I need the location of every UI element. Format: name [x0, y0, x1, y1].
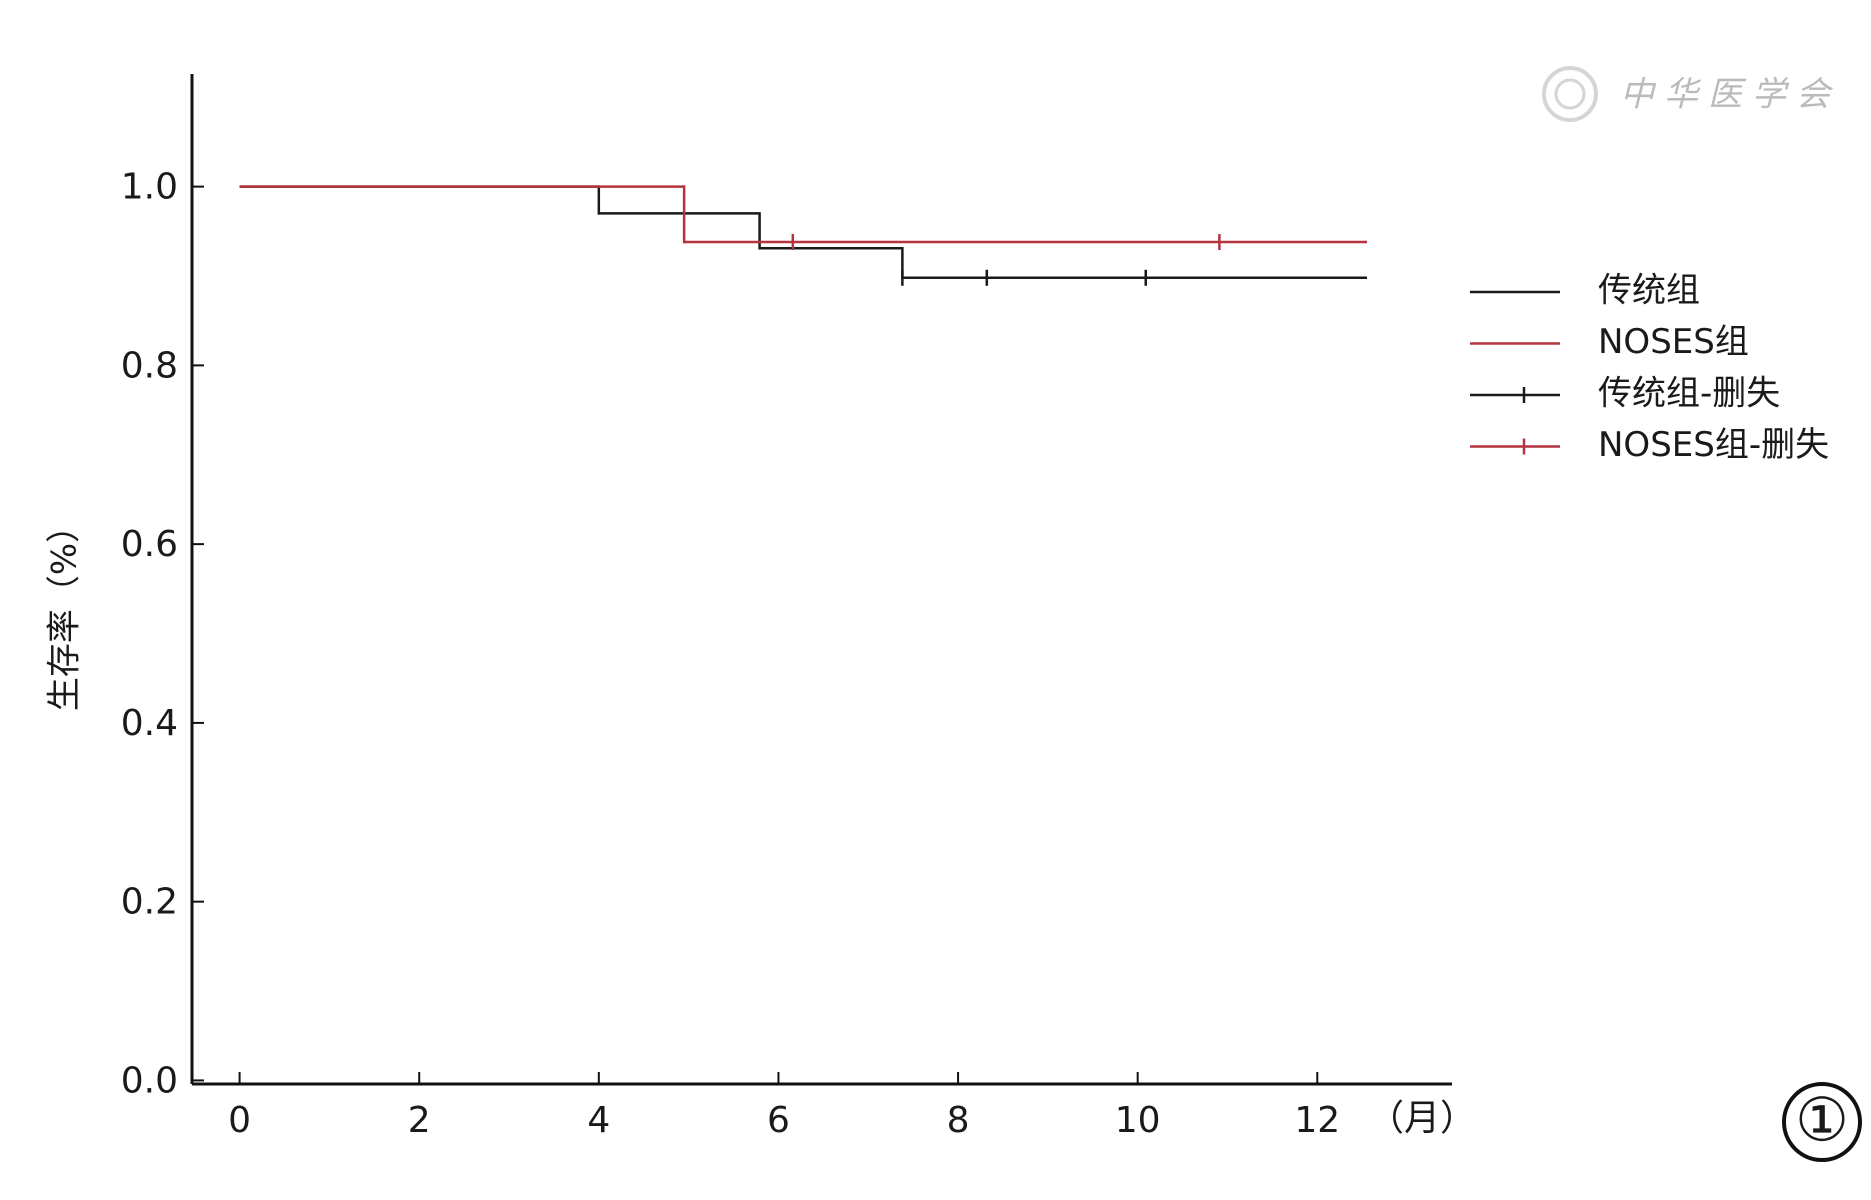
- watermark: 中华医学会: [1620, 75, 1840, 115]
- x-tick-label: 4: [587, 1100, 610, 1141]
- y-axis-label: 生存率（%）: [45, 509, 85, 711]
- x-tick-label: 0: [228, 1100, 251, 1141]
- y-tick-label: 0.6: [121, 524, 178, 565]
- legend-label: 传统组-删失: [1598, 374, 1780, 414]
- y-tick-label: 0.2: [121, 882, 178, 923]
- y-tick-label: 0.8: [121, 345, 178, 386]
- y-tick-label: 0.4: [121, 703, 178, 744]
- legend-label: 传统组: [1598, 271, 1700, 311]
- y-tick-label: 1.0: [121, 167, 178, 208]
- y-tick-label: 0.0: [121, 1060, 178, 1101]
- x-tick-label: 6: [767, 1100, 790, 1141]
- x-tick-label: 8: [947, 1100, 970, 1141]
- x-axis-unit: （月）: [1368, 1098, 1476, 1139]
- x-tick-label: 12: [1294, 1100, 1340, 1141]
- legend-label: NOSES组-删失: [1598, 425, 1829, 465]
- panel-badge: [1782, 1082, 1862, 1162]
- panel-label: ①: [1795, 1086, 1849, 1156]
- legend-label: NOSES组: [1598, 322, 1749, 362]
- watermark-logo: [1542, 66, 1598, 122]
- x-tick-label: 2: [408, 1100, 431, 1141]
- x-tick-label: 10: [1115, 1100, 1161, 1141]
